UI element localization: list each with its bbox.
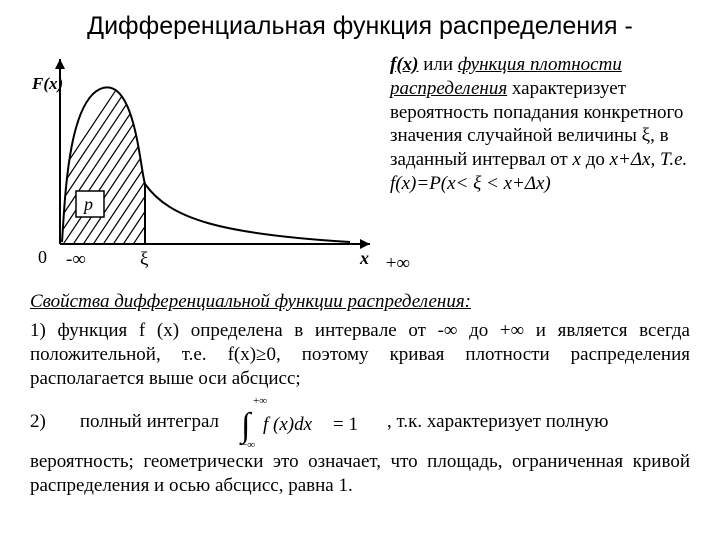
- int-rhs: = 1: [333, 414, 358, 435]
- x-axis-label: x: [359, 248, 369, 268]
- desc-x1: x: [573, 149, 581, 170]
- density-chart: p F(x) x 0 -∞ ξ +∞: [30, 49, 380, 279]
- description-text: f(x) или функция плотности распределения…: [390, 49, 690, 196]
- page-title: Дифференциальная функция распределения -: [30, 12, 690, 41]
- top-row: p F(x) x 0 -∞ ξ +∞ f(x) или функция плот…: [30, 49, 690, 279]
- y-axis-label: F(x): [31, 74, 63, 93]
- properties-subtitle: Свойства дифференциальной функции распре…: [30, 291, 690, 313]
- desc-fx: f(x): [390, 54, 418, 75]
- chart-svg: p F(x) x 0 -∞ ξ: [30, 49, 380, 274]
- xtick-xi: ξ: [140, 249, 149, 270]
- desc-or: или: [418, 54, 457, 75]
- prop2-label: полный интеграл: [80, 410, 219, 434]
- property-1: 1) функция f (x) определена в интервале …: [30, 319, 690, 390]
- integral-formula: +∞ ∫ −∞ f (x)dx = 1: [233, 394, 373, 450]
- p-label: p: [82, 194, 93, 214]
- property-2: 2) полный интеграл +∞ ∫ −∞ f (x)dx = 1 ,…: [30, 394, 690, 498]
- xtick-pinf: +∞: [386, 253, 410, 275]
- int-integrand: f (x)dx: [263, 414, 313, 435]
- prop1-num: 1): [30, 320, 46, 341]
- xtick-0: 0: [38, 247, 47, 267]
- prop1-text: функция f (x) определена в интервале от …: [30, 320, 690, 389]
- prop2-num: 2): [30, 410, 46, 434]
- prop2-after-rest: вероятность; геометрически это означает,…: [30, 451, 690, 496]
- xtick-minf: -∞: [66, 249, 86, 270]
- int-lower: −∞: [241, 439, 255, 450]
- desc-to: до: [581, 149, 610, 170]
- int-upper: +∞: [253, 395, 267, 407]
- prop2-after-start: , т.к. характеризует полную: [387, 410, 608, 434]
